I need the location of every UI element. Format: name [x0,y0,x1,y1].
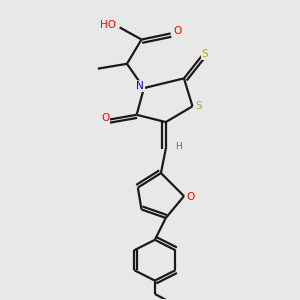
Text: N: N [136,81,144,91]
Text: S: S [195,101,202,111]
Text: H: H [175,142,182,151]
Text: HO: HO [100,20,116,30]
Text: O: O [186,192,194,202]
Text: S: S [202,49,208,59]
Text: O: O [173,26,181,36]
Text: O: O [101,113,109,123]
